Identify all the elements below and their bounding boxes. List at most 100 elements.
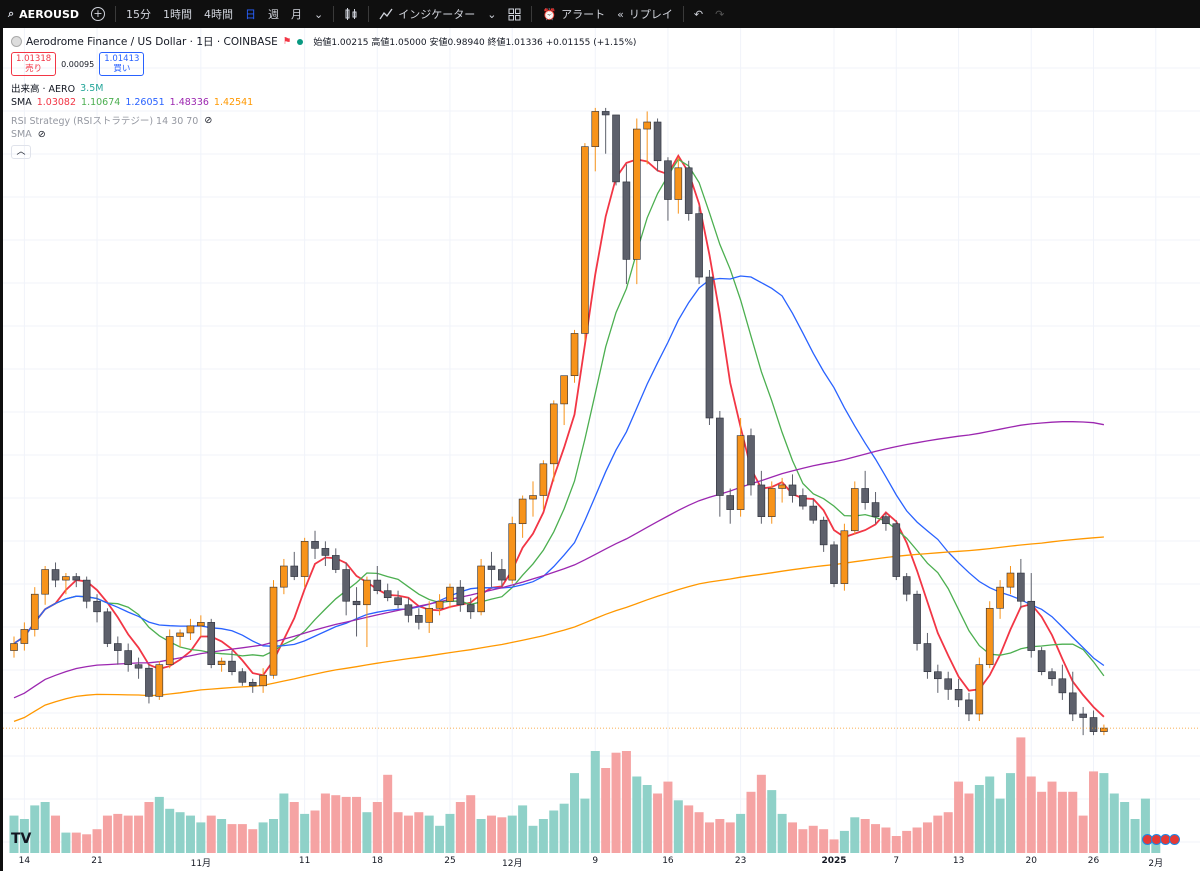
volume-bar: [559, 803, 569, 853]
sma-value-5: 1.03082: [36, 97, 77, 108]
flag-icon[interactable]: ⚑: [282, 36, 292, 47]
candle-body: [695, 213, 703, 278]
sma-line-20: [13, 275, 1105, 667]
tradingview-logo[interactable]: TV: [11, 831, 31, 847]
candle-body: [1079, 713, 1087, 718]
interval-label: 週: [268, 8, 280, 21]
price-chart[interactable]: [3, 28, 1200, 871]
volume-bar: [621, 751, 631, 853]
volume-bar: [653, 793, 663, 853]
candle-body: [238, 671, 247, 683]
candle-body: [155, 664, 164, 697]
interval-1m[interactable]: 月: [285, 0, 308, 28]
undo-button[interactable]: ↶: [688, 0, 709, 28]
sma-value-50: 1.48336: [169, 97, 209, 108]
candle-body: [996, 586, 1004, 609]
candle-body: [352, 600, 361, 606]
candle-body: [248, 681, 257, 687]
time-axis-label: 11月: [190, 859, 212, 869]
replay-button[interactable]: « リプレイ: [611, 0, 679, 28]
candle-body: [549, 403, 558, 465]
redo-button[interactable]: ↷: [709, 0, 730, 28]
volume-bar: [1057, 791, 1067, 853]
time-axis-label: 2025: [821, 856, 847, 866]
indicators-dropdown[interactable]: ⌄: [481, 0, 502, 28]
candle-body: [446, 586, 454, 602]
volume-bar: [279, 793, 289, 853]
symbol-label: AEROUSD: [19, 7, 80, 21]
chevron-down-icon: ⌄: [487, 7, 497, 21]
eye-off-icon[interactable]: ⊘: [37, 129, 46, 140]
volume-bar: [819, 829, 829, 853]
candle-body: [1006, 572, 1015, 588]
volume-bar: [1047, 781, 1057, 853]
market-status-dot-icon: [297, 38, 304, 45]
chart-type-button[interactable]: [338, 0, 364, 28]
interval-1d[interactable]: 日: [239, 0, 262, 28]
chart-pane[interactable]: Aerodrome Finance / US Dollar · 1日 · COI…: [0, 28, 1200, 871]
candle-body: [778, 484, 786, 489]
volume-bar: [175, 812, 185, 853]
candle-body: [830, 544, 838, 584]
candle-body: [643, 121, 651, 130]
volume-bar: [839, 830, 849, 853]
volume-legend[interactable]: 出来高 · AERO 3.5M: [11, 81, 103, 96]
candle-body: [560, 375, 568, 405]
candle-body: [1068, 692, 1077, 715]
buy-button[interactable]: 1.01413 買い: [99, 52, 145, 76]
candle-body: [1017, 572, 1025, 602]
layouts-button[interactable]: [502, 0, 527, 28]
candle-body: [819, 519, 828, 546]
candle-body: [290, 565, 299, 577]
volume-bar: [611, 752, 621, 853]
alert-button[interactable]: ⏰ アラート: [536, 0, 611, 28]
volume-bar: [881, 827, 891, 853]
alarm-clock-icon: ⏰: [542, 7, 557, 21]
eye-off-icon[interactable]: ⊘: [204, 114, 213, 126]
candle-body: [809, 505, 818, 521]
candle-body: [965, 699, 973, 715]
indicators-button[interactable]: インジケーター: [373, 0, 481, 28]
volume-bar: [985, 776, 995, 853]
candle-body: [1089, 717, 1098, 732]
candle-body: [892, 523, 901, 577]
interval-dropdown[interactable]: ⌄: [308, 0, 329, 28]
compare-button[interactable]: +: [85, 0, 111, 28]
candle-body: [1027, 600, 1036, 651]
time-axis-label: 23: [734, 856, 747, 866]
candle-body: [684, 167, 693, 214]
candle-body: [767, 488, 776, 517]
volume-bar: [601, 768, 611, 853]
rsi-strategy-legend[interactable]: RSI Strategy (RSIストラテジー) 14 30 70 ⊘: [11, 113, 213, 128]
sell-price: 1.01318: [16, 54, 52, 64]
interval-4h[interactable]: 4時間: [198, 0, 239, 28]
candle-body: [664, 160, 672, 200]
sma-line-100: [13, 536, 1104, 723]
sma-hidden-legend[interactable]: SMA ⊘: [11, 129, 46, 140]
candle-body: [726, 495, 735, 510]
interval-15m[interactable]: 15分: [120, 0, 157, 28]
collapse-legend-button[interactable]: ︿: [11, 145, 31, 159]
interval-1w[interactable]: 週: [262, 0, 285, 28]
sma-line-5: [13, 154, 1105, 718]
volume-bar: [372, 802, 382, 853]
volume-bar: [964, 793, 974, 853]
volume-bar: [974, 785, 984, 853]
tv-logo-icon: TV: [11, 831, 32, 847]
volume-bar: [704, 822, 714, 853]
candle-body: [114, 643, 122, 651]
flags-badge[interactable]: [1142, 834, 1180, 845]
candle-body: [985, 607, 994, 665]
volume-bar: [788, 822, 797, 853]
time-axis-label: 18: [371, 856, 384, 866]
interval-1h[interactable]: 1時間: [157, 0, 198, 28]
sma-legend[interactable]: SMA 1.03082 1.10674 1.26051 1.48336 1.42…: [11, 97, 253, 108]
volume-bar: [871, 824, 881, 853]
volume-bar: [445, 813, 455, 853]
candle-body: [321, 548, 330, 556]
volume-bar: [1130, 819, 1140, 853]
symbol-search[interactable]: ⌕ AEROUSD: [0, 0, 85, 28]
sell-button[interactable]: 1.01318 売り: [11, 52, 57, 76]
volume-bar: [902, 830, 912, 853]
candle-body: [934, 671, 942, 680]
